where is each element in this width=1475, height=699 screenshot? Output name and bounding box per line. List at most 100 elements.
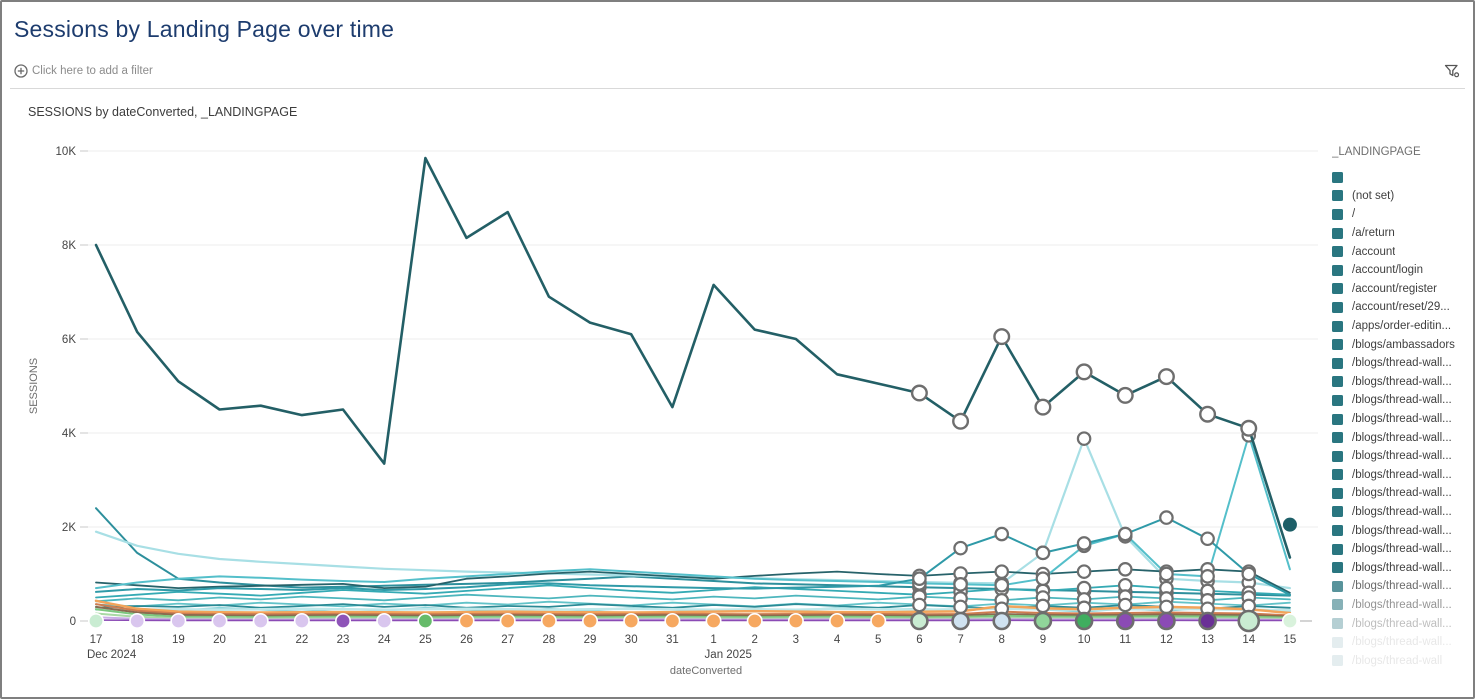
legend-item[interactable]: /account (1332, 242, 1470, 261)
zero-data-point-marker[interactable] (88, 612, 105, 629)
legend-item[interactable]: /blogs/thread-wall... (1332, 391, 1470, 410)
series-line[interactable] (95, 600, 1291, 608)
filter-funnel-icon[interactable] (1443, 62, 1461, 80)
zero-data-point-marker[interactable] (417, 612, 434, 629)
data-point-marker[interactable] (952, 412, 970, 430)
data-point-marker[interactable] (993, 328, 1011, 346)
legend-item[interactable]: /blogs/thread-wall... (1332, 484, 1470, 503)
legend-item[interactable]: /blogs/ambassadors (1332, 335, 1470, 354)
legend-item[interactable]: /blogs/thread-wall... (1332, 614, 1470, 633)
legend-item[interactable]: /blogs/thread-wall... (1332, 596, 1470, 615)
legend-item[interactable]: /blogs/thread-wall... (1332, 428, 1470, 447)
data-point-marker[interactable] (1076, 536, 1092, 551)
data-point-marker[interactable] (994, 577, 1010, 593)
data-point-marker[interactable] (1076, 564, 1092, 579)
series-line[interactable] (94, 437, 1292, 590)
zero-data-point-marker[interactable] (1281, 612, 1298, 629)
zero-data-point-marker[interactable] (1157, 611, 1176, 631)
chart-legend[interactable]: _LANDINGPAGE (not set) / /a/return/account… (1332, 146, 1470, 670)
data-point-marker[interactable] (1035, 598, 1051, 614)
zero-data-point-marker[interactable] (1033, 611, 1053, 631)
zero-data-point-marker[interactable] (705, 612, 722, 629)
filter-bar[interactable]: Click here to add a filter (14, 61, 153, 81)
zero-data-point-marker[interactable] (335, 612, 352, 629)
legend-item[interactable]: /account/reset/29... (1332, 298, 1470, 317)
data-point-marker[interactable] (953, 577, 968, 592)
zero-data-point-marker[interactable] (910, 611, 929, 631)
legend-item[interactable]: /blogs/thread-wall (1332, 651, 1470, 670)
legend-item[interactable]: /blogs/thread-wall... (1332, 577, 1470, 596)
series-line[interactable] (95, 516, 1291, 596)
data-point-marker[interactable] (1075, 363, 1093, 381)
data-point-marker[interactable] (1035, 545, 1051, 561)
legend-item[interactable]: / (1332, 205, 1470, 224)
legend-item[interactable]: /blogs/thread-wall... (1332, 558, 1470, 577)
data-point-marker[interactable] (1117, 561, 1133, 577)
main-series-line[interactable] (94, 156, 1292, 559)
data-point-marker[interactable] (1034, 398, 1052, 416)
zero-data-point-marker[interactable] (499, 612, 516, 629)
series-line[interactable] (95, 434, 1291, 590)
data-point-marker[interactable] (1035, 571, 1051, 586)
data-point-marker[interactable] (1116, 386, 1134, 404)
zero-data-point-marker[interactable] (1115, 611, 1135, 631)
data-point-marker[interactable] (910, 384, 928, 402)
data-point-marker[interactable] (994, 564, 1010, 579)
data-point-marker[interactable] (953, 599, 968, 615)
add-filter-label[interactable]: Click here to add a filter (32, 65, 153, 77)
legend-item[interactable]: /apps/order-editin... (1332, 317, 1470, 336)
legend-item[interactable]: /blogs/thread-wall... (1332, 447, 1470, 466)
series-line[interactable] (95, 593, 1291, 603)
data-point-marker[interactable] (1076, 431, 1092, 446)
data-point-marker[interactable] (1199, 405, 1217, 423)
data-point-marker[interactable] (912, 597, 927, 613)
legend-item[interactable]: /a/return (1332, 224, 1470, 243)
legend-item[interactable]: /blogs/thread-wall... (1332, 354, 1470, 373)
zero-data-point-marker[interactable] (211, 612, 228, 629)
zero-data-point-marker[interactable] (992, 611, 1012, 631)
zero-data-point-marker[interactable] (787, 612, 804, 629)
data-point-marker[interactable] (1240, 419, 1258, 437)
series-line[interactable] (95, 603, 1291, 617)
legend-item[interactable]: /account/login (1332, 261, 1470, 280)
series-line[interactable] (95, 507, 1291, 597)
zero-data-point-marker[interactable] (582, 612, 599, 629)
isolated-data-point[interactable] (1282, 517, 1297, 532)
legend-item[interactable]: /blogs/thread-wall... (1332, 503, 1470, 522)
legend-item[interactable] (1332, 168, 1470, 187)
data-point-marker[interactable] (1200, 569, 1215, 584)
legend-item[interactable]: /blogs/thread-wall... (1332, 521, 1470, 540)
zero-data-point-marker[interactable] (458, 612, 475, 629)
zero-data-point-marker[interactable] (623, 612, 640, 629)
zero-data-point-marker[interactable] (1074, 611, 1094, 631)
data-point-marker[interactable] (1117, 597, 1133, 613)
data-point-marker[interactable] (953, 540, 968, 556)
zero-data-point-marker[interactable] (170, 612, 187, 629)
zero-data-point-marker[interactable] (870, 612, 887, 629)
zero-data-point-marker[interactable] (293, 612, 310, 629)
zero-data-point-marker[interactable] (664, 612, 681, 629)
legend-item[interactable]: /blogs/thread-wall... (1332, 373, 1470, 392)
data-point-marker[interactable] (1159, 566, 1174, 582)
data-point-marker[interactable] (1117, 526, 1133, 542)
zero-data-point-marker[interactable] (1198, 611, 1217, 631)
zero-data-point-marker[interactable] (951, 611, 970, 631)
data-point-marker[interactable] (1159, 599, 1174, 615)
legend-item[interactable]: /blogs/thread-wall... (1332, 410, 1470, 429)
legend-item[interactable]: (not set) (1332, 187, 1470, 206)
zero-data-point-marker[interactable] (1237, 609, 1261, 633)
data-point-marker[interactable] (994, 526, 1010, 542)
data-point-marker[interactable] (1241, 566, 1257, 582)
zero-data-point-marker[interactable] (252, 612, 269, 629)
data-point-marker[interactable] (912, 571, 927, 586)
legend-item[interactable]: /account/register (1332, 280, 1470, 299)
zero-data-point-marker[interactable] (829, 612, 846, 629)
data-point-marker[interactable] (1157, 368, 1175, 386)
legend-item[interactable]: /blogs/thread-wall... (1332, 466, 1470, 485)
data-point-marker[interactable] (1200, 531, 1215, 547)
legend-item[interactable]: /blogs/thread-wall... (1332, 540, 1470, 559)
zero-data-point-marker[interactable] (746, 612, 763, 629)
zero-data-point-marker[interactable] (540, 612, 557, 629)
data-point-marker[interactable] (1159, 510, 1174, 525)
